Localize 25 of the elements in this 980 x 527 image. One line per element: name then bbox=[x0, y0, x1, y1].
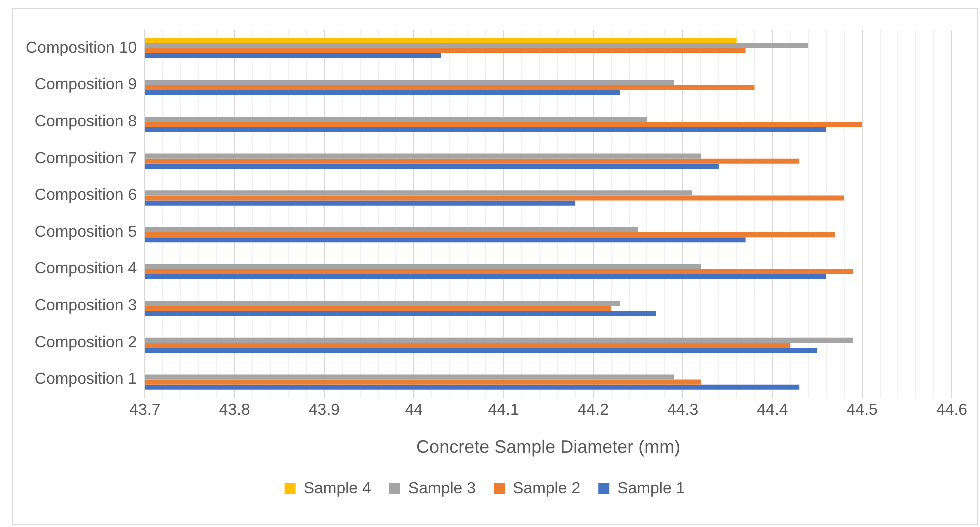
y-tick-label: Composition 4 bbox=[34, 260, 138, 278]
x-tick-label: 44.3 bbox=[667, 402, 699, 420]
x-tick-label: 44 bbox=[405, 402, 424, 420]
x-tick-label: 44.4 bbox=[757, 402, 788, 420]
y-tick-label: Composition 3 bbox=[34, 298, 138, 315]
y-tick-label: Composition 5 bbox=[34, 224, 138, 241]
x-tick-label: 44.2 bbox=[578, 402, 610, 420]
y-tick-label: Composition 6 bbox=[34, 187, 138, 204]
x-tick-label: 44.5 bbox=[846, 402, 878, 420]
x-tick-label: 43.7 bbox=[130, 402, 161, 420]
legend-label: Sample 2 bbox=[513, 480, 581, 498]
y-tick-label: Composition 10 bbox=[26, 40, 138, 57]
legend-label: Sample 3 bbox=[408, 480, 476, 498]
y-tick-label: Composition 7 bbox=[34, 150, 138, 168]
x-axis-title: Concrete Sample Diameter (mm) bbox=[416, 437, 681, 458]
legend-label: Sample 1 bbox=[618, 480, 686, 498]
x-tick-label: 43.8 bbox=[219, 402, 250, 420]
y-tick-label: Composition 2 bbox=[34, 334, 138, 352]
x-tick-label: 43.9 bbox=[308, 402, 340, 420]
legend-label: Sample 4 bbox=[304, 480, 372, 498]
y-tick-label: Composition 9 bbox=[34, 76, 138, 94]
x-tick-label: 44.1 bbox=[488, 402, 520, 420]
x-tick-label: 44.6 bbox=[936, 402, 968, 420]
y-tick-label: Composition 1 bbox=[34, 371, 138, 388]
y-tick-label: Composition 8 bbox=[34, 113, 138, 130]
